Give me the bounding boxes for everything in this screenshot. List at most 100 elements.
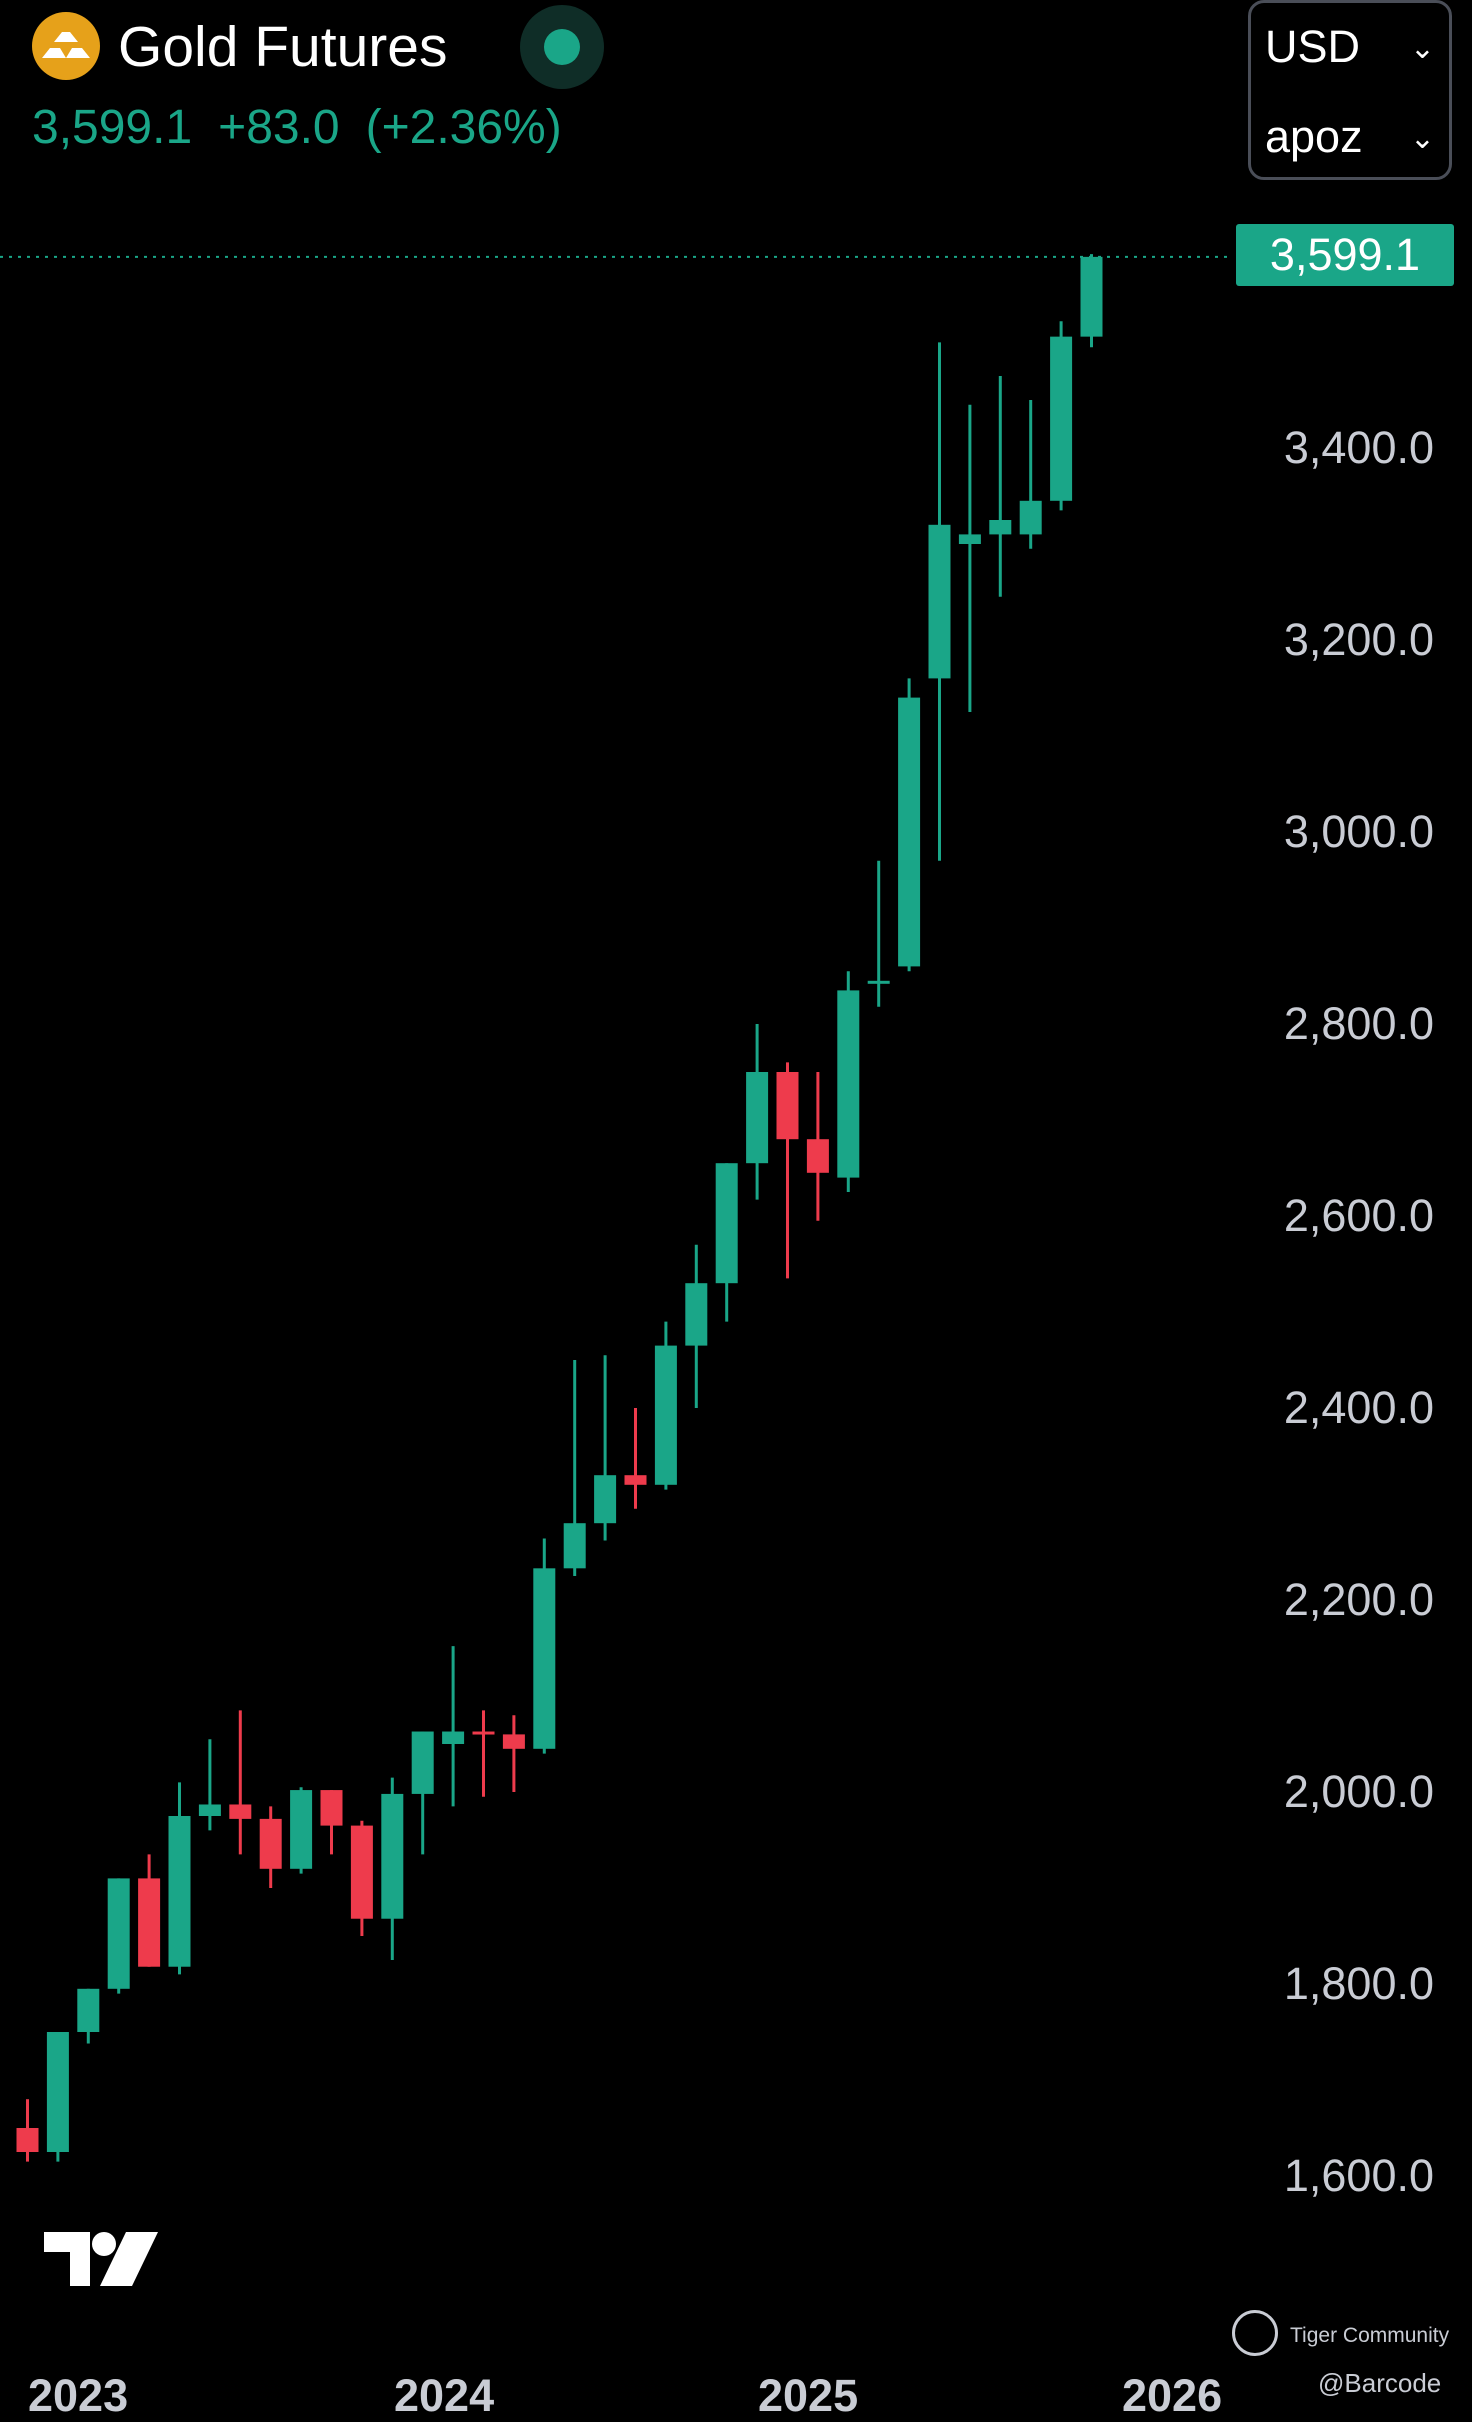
candle-body — [320, 1790, 343, 1826]
candle-body — [624, 1475, 647, 1485]
price-change: +83.0 — [218, 101, 340, 154]
candle-body — [290, 1790, 313, 1869]
candle — [776, 1062, 799, 1279]
candle — [837, 971, 860, 1192]
currency-unit-selector[interactable]: USD ⌄ apoz ⌄ — [1248, 0, 1452, 180]
candle — [229, 1710, 252, 1855]
candle-body — [107, 1878, 130, 1989]
candle-body — [381, 1793, 404, 1919]
candle-body — [1050, 336, 1073, 501]
candle — [624, 1408, 647, 1509]
candle — [867, 860, 890, 1007]
candle-body — [229, 1804, 252, 1819]
candle-body — [928, 524, 951, 679]
candle-body — [563, 1523, 586, 1569]
user-watermark: @Barcode — [1318, 2368, 1442, 2398]
candle — [290, 1787, 313, 1874]
candle — [350, 1820, 373, 1936]
unit-select[interactable]: apoz — [1265, 111, 1363, 162]
y-tick-label: 2,400.0 — [1283, 1382, 1434, 1433]
candle-body — [958, 534, 981, 544]
candle — [898, 678, 921, 972]
tradingview-logo-icon[interactable] — [40, 2228, 160, 2299]
candle-body — [411, 1731, 434, 1794]
y-tick-label: 1,600.0 — [1283, 2150, 1434, 2201]
candle-body — [837, 990, 860, 1178]
live-dot — [544, 29, 580, 65]
candle — [320, 1790, 343, 1855]
candle-body — [533, 1568, 556, 1749]
candle-body — [806, 1139, 829, 1173]
last-price: 3,599.1 — [32, 101, 193, 154]
candle-body — [776, 1072, 799, 1140]
candle — [472, 1710, 495, 1797]
candle-body — [989, 520, 1012, 535]
candle-body — [46, 2032, 69, 2152]
candle — [259, 1806, 282, 1888]
candle-body — [198, 1804, 221, 1816]
candle — [168, 1782, 191, 1975]
candle-body — [350, 1825, 373, 1919]
candle-body — [1080, 256, 1103, 337]
currency-select[interactable]: USD — [1265, 21, 1361, 72]
candle-body — [746, 1072, 769, 1164]
candle — [16, 2099, 39, 2162]
candle-body — [898, 697, 921, 967]
candle — [1080, 254, 1103, 348]
x-tick-label: 2023 — [28, 2370, 129, 2421]
candle-body — [654, 1345, 677, 1485]
candle — [563, 1360, 586, 1576]
live-status-dot-icon — [520, 5, 604, 89]
chevron-down-icon[interactable]: ⌄ — [1409, 32, 1435, 65]
candle — [533, 1538, 556, 1754]
y-tick-label: 3,200.0 — [1283, 614, 1434, 665]
candle-body — [502, 1734, 525, 1749]
candle — [107, 1878, 130, 1994]
tiger-community-icon — [1232, 2310, 1278, 2356]
candle — [654, 1321, 677, 1490]
y-tick-label: 2,200.0 — [1283, 1574, 1434, 1625]
candle-body — [715, 1163, 738, 1284]
candle — [1050, 321, 1073, 511]
gold-bars-icon — [32, 12, 100, 80]
candle-body — [168, 1816, 191, 1967]
y-tick-label: 3,400.0 — [1283, 422, 1434, 473]
candle-body — [259, 1818, 282, 1869]
price-change-percent: (+2.36%) — [365, 101, 562, 154]
y-tick-label: 3,000.0 — [1283, 806, 1434, 857]
y-tick-label: 2,000.0 — [1283, 1766, 1434, 1817]
candle-body — [1019, 500, 1042, 535]
candle-body — [867, 980, 890, 984]
candle — [1019, 400, 1042, 549]
candle — [198, 1739, 221, 1831]
candle — [715, 1163, 738, 1322]
x-tick-label: 2026 — [1122, 2370, 1223, 2421]
candle — [928, 342, 951, 861]
candle — [806, 1072, 829, 1221]
candle — [746, 1024, 769, 1200]
candle — [958, 404, 981, 712]
y-tick-label: 1,800.0 — [1283, 1958, 1434, 2009]
candle — [594, 1355, 617, 1541]
last-price-tag: 3,599.1 — [1236, 224, 1454, 286]
candle — [138, 1854, 161, 1967]
x-tick-label: 2024 — [394, 2370, 495, 2421]
community-text: Tiger Community — [1290, 2324, 1450, 2347]
candle-body — [685, 1283, 708, 1346]
candle — [989, 376, 1012, 597]
candle-body — [16, 2128, 39, 2152]
candle — [442, 1646, 465, 1807]
candle — [77, 1988, 100, 2044]
chevron-down-icon[interactable]: ⌄ — [1409, 122, 1435, 155]
quote-line: 3,599.1 +83.0 (+2.36%) — [32, 100, 588, 155]
candle — [685, 1244, 708, 1408]
y-tick-label: 2,800.0 — [1283, 998, 1434, 1049]
candle-body — [77, 1988, 100, 2032]
symbol-title[interactable]: Gold Futures — [118, 15, 448, 79]
candle — [381, 1777, 404, 1960]
candle-body — [594, 1475, 617, 1524]
x-tick-label: 2025 — [758, 2370, 859, 2421]
candle — [502, 1715, 525, 1792]
candles-group — [16, 254, 1103, 2162]
